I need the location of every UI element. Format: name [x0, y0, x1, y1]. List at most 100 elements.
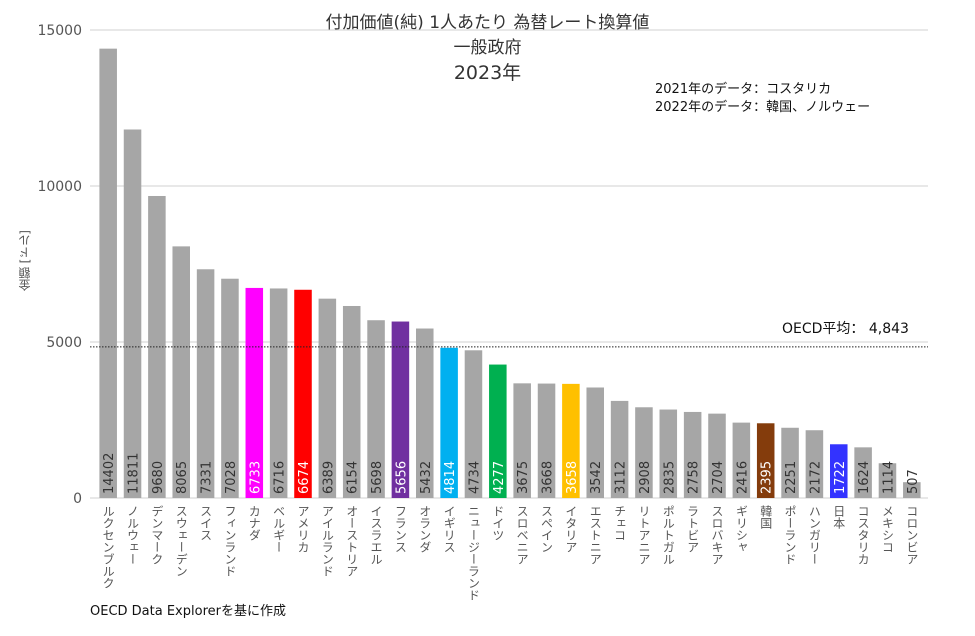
source-note: OECD Data Explorerを基に作成: [90, 604, 286, 619]
bar: [489, 364, 507, 498]
bar: [683, 411, 702, 498]
x-tick-label: ベルギー: [271, 505, 286, 553]
bar: [367, 320, 385, 498]
x-tick-label: ポルトガル: [661, 505, 676, 565]
data-label: 2908: [638, 461, 653, 494]
chart-subtitle: 一般政府: [453, 38, 522, 58]
x-tick-label: デンマーク: [149, 505, 164, 565]
x-tick-label: メキシコ: [880, 505, 895, 553]
bar: [610, 400, 629, 498]
data-label: 7028: [224, 461, 239, 494]
x-tick-label: ドイツ: [490, 505, 505, 541]
x-tick-label: アメリカ: [296, 505, 310, 553]
bar: [562, 383, 580, 498]
x-tick-label: コロンビア: [904, 505, 919, 565]
x-tick-label: スウェーデン: [174, 505, 189, 577]
data-label: 1722: [833, 461, 848, 494]
bar: [513, 383, 531, 498]
bar: [732, 422, 751, 498]
bar: [464, 350, 483, 498]
bar: [196, 269, 215, 498]
data-label: 4277: [492, 461, 507, 494]
chart-title: 付加価値(純) 1人あたり 為替レート換算値: [325, 13, 650, 33]
data-label: 6716: [273, 461, 288, 494]
x-tick-label: ギリシャ: [734, 505, 749, 553]
bar: [221, 278, 239, 498]
bar: [123, 129, 142, 498]
bar: [903, 482, 921, 498]
data-label: 8065: [175, 461, 190, 494]
bar: [829, 444, 848, 498]
data-label: 11811: [127, 453, 142, 494]
y-tick-label: 5000: [46, 335, 82, 351]
data-label: 3675: [516, 461, 531, 494]
x-tick-label: イスラエル: [369, 505, 384, 565]
data-label: 2251: [784, 461, 799, 494]
data-label: 14402: [102, 453, 117, 494]
x-tick-label: ノルウェー: [125, 505, 140, 565]
bar: [391, 321, 410, 498]
chart-year: 2023年: [453, 62, 522, 84]
x-tick-label: リトアニア: [636, 505, 651, 565]
x-tick-label: チェコ: [612, 505, 627, 541]
data-label: 6389: [321, 461, 336, 494]
y-tick-label: 10000: [37, 179, 82, 195]
x-tick-label: 韓国: [758, 505, 773, 529]
bar: [878, 463, 897, 498]
data-label: 6674: [297, 461, 312, 494]
data-label: 6733: [248, 461, 263, 494]
x-tick-label: イギリス: [442, 505, 457, 553]
x-tick-label: スロベニア: [515, 505, 530, 565]
data-label: 7331: [200, 461, 215, 494]
data-label: 5432: [419, 461, 434, 494]
data-label: 2835: [662, 461, 677, 494]
data-label: 5656: [394, 461, 409, 494]
x-tick-label: フィンランド: [222, 505, 237, 577]
x-tick-label: ポーランド: [783, 505, 798, 565]
bar: [586, 387, 605, 498]
bar: [537, 383, 556, 498]
bar: [781, 427, 799, 498]
data-label: 4734: [467, 461, 482, 494]
data-label: 2172: [808, 461, 823, 494]
data-label: 6154: [346, 461, 361, 494]
x-tick-label: アイルランド: [320, 505, 335, 577]
data-label: 5698: [370, 461, 385, 494]
data-label: 2416: [735, 461, 750, 494]
x-tick-label: カナダ: [247, 505, 262, 541]
data-label: 2704: [711, 461, 726, 494]
bar: [440, 347, 458, 498]
x-tick-label: エストニア: [588, 505, 603, 565]
bar: [854, 447, 872, 498]
bar: [756, 423, 775, 498]
bar: [269, 288, 288, 498]
data-label: 3542: [589, 461, 604, 494]
x-tick-label: スペイン: [539, 505, 554, 553]
bar: [342, 305, 361, 498]
oecd-average-label: OECD平均： 4,843: [782, 321, 909, 337]
data-label: 3668: [541, 461, 556, 494]
x-tick-label: ラトビア: [685, 505, 700, 553]
data-label: 2395: [760, 461, 775, 494]
bar: [708, 413, 726, 498]
data-label: 9680: [151, 461, 166, 494]
bar: [659, 409, 678, 498]
x-tick-label: フランス: [393, 505, 408, 553]
x-tick-label: オーストリア: [344, 505, 359, 577]
data-label: 3112: [614, 461, 629, 494]
x-tick-label: 日本: [831, 505, 846, 529]
data-label: 2758: [687, 461, 702, 494]
bar: [635, 407, 653, 498]
x-tick-label: オランダ: [417, 505, 432, 553]
y-tick-label: 15000: [37, 23, 82, 39]
x-tick-label: スロバキア: [710, 505, 724, 565]
data-label: 4814: [443, 461, 458, 494]
data-label: 1114: [881, 461, 896, 494]
x-tick-label: ニュージーランド: [466, 505, 481, 601]
y-tick-label: 0: [73, 491, 82, 507]
x-tick-label: イタリア: [563, 505, 578, 553]
x-tick-label: コスタリカ: [856, 505, 871, 565]
data-label: 1624: [857, 461, 872, 494]
